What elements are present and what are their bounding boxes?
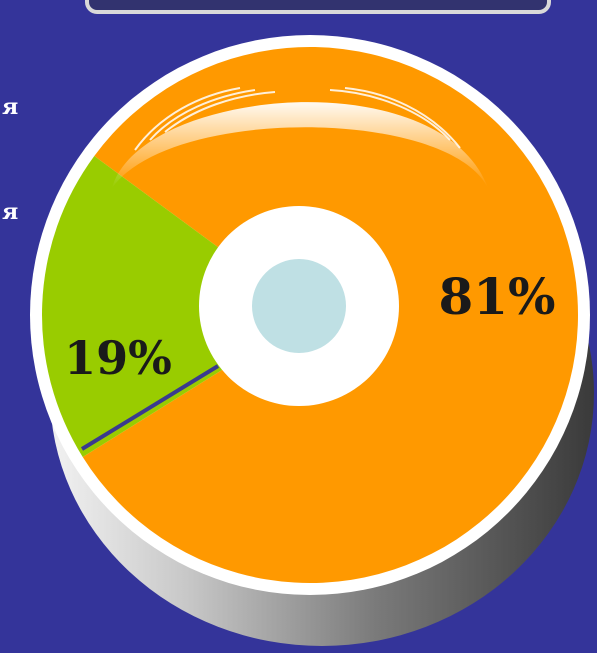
donut-hole-center — [252, 259, 346, 353]
slice-separator — [80, 364, 220, 451]
side-text-fragment-2: я — [2, 199, 19, 225]
side-text-fragment-1: я — [2, 94, 19, 120]
slice-label-2: 19% — [64, 331, 172, 385]
title-tab — [85, 0, 551, 14]
pie-slice-2 — [42, 155, 310, 458]
gloss-highlight — [112, 102, 488, 188]
gloss-streaks — [134, 87, 461, 151]
slice-label-1: 81% — [438, 267, 555, 326]
